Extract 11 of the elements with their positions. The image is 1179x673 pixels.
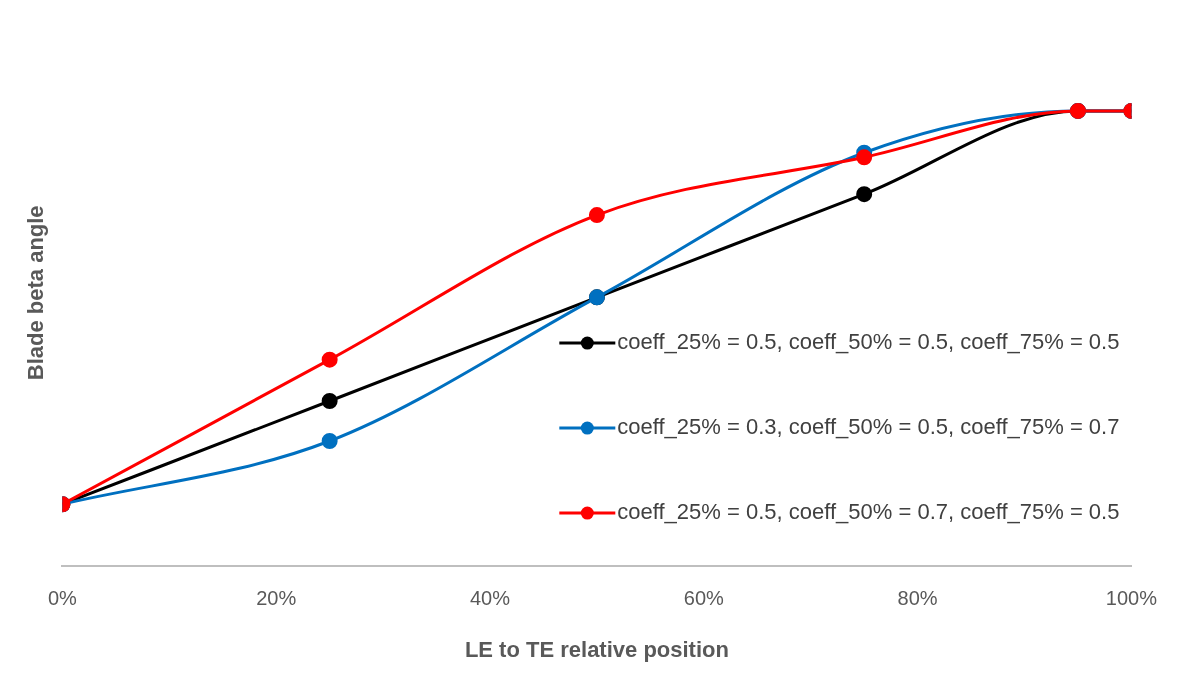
x-tick-label: 40% (469, 587, 511, 610)
legend-label: coeff_25% = 0.3, coeff_50% = 0.5, coeff_75% = 0.7 (617, 414, 1120, 440)
x-axis-title: LE to TE relative position (464, 636, 729, 662)
y-axis-title: Blade beta angle (23, 205, 49, 381)
x-tick-label: 100% (1105, 587, 1158, 610)
x-tick-label: 80% (897, 587, 938, 610)
x-tick-label: 20% (256, 587, 297, 610)
x-tick-label: 0% (47, 587, 78, 610)
x-tick-label: 60% (683, 587, 725, 610)
legend-label: coeff_25% = 0.5, coeff_50% = 0.5, coeff_75% = 0.5 (617, 329, 1120, 355)
legend-label: coeff_25% = 0.5, coeff_50% = 0.7, coeff_75% = 0.5 (617, 499, 1120, 525)
